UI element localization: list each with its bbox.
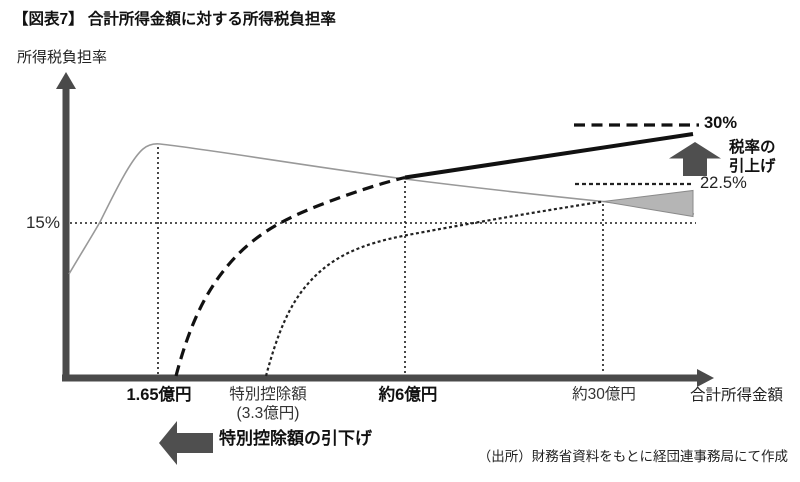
annotation-deduction-cut: 特別控除額の引下げ — [219, 429, 372, 448]
left-arrow-icon — [159, 421, 213, 465]
annotation-tax-rate-increase: 税率の 引上げ — [729, 139, 776, 175]
level-label-22-5pct: 22.5% — [700, 174, 747, 192]
x-tick-deduction: 特別控除額 (3.3億円) — [229, 386, 307, 423]
revised-burden-curve-bold-dashed — [174, 175, 406, 377]
x-tick-deduction-line1: 特別控除額 — [229, 386, 307, 403]
new-rate-line — [404, 132, 694, 180]
x-tick-1-65oku: 1.65億円 — [126, 386, 192, 404]
figure-title: 【図表7】 合計所得金額に対する所得税負担率 — [13, 11, 336, 28]
up-arrow-icon — [669, 142, 721, 176]
increase-triangle — [602, 189, 694, 218]
x-tick-30oku: 約30億円 — [572, 386, 636, 403]
deduction-3-3oku-curve-dotted — [264, 200, 604, 377]
x-tick-6oku: 約6億円 — [378, 386, 438, 404]
y-axis-title: 所得税負担率 — [17, 49, 108, 66]
x-axis-title: 合計所得金額 — [690, 387, 784, 404]
level-label-30pct: 30% — [704, 114, 738, 132]
x-axis-arrowhead — [697, 369, 714, 387]
y-axis-arrowhead — [56, 72, 76, 89]
x-tick-deduction-line2: (3.3億円) — [236, 404, 300, 422]
y-tick-15pct: 15% — [25, 213, 60, 232]
current-burden-curve — [68, 143, 695, 275]
source-note: （出所）財務省資料をもとに経団連事務局にて作成 — [477, 449, 788, 464]
